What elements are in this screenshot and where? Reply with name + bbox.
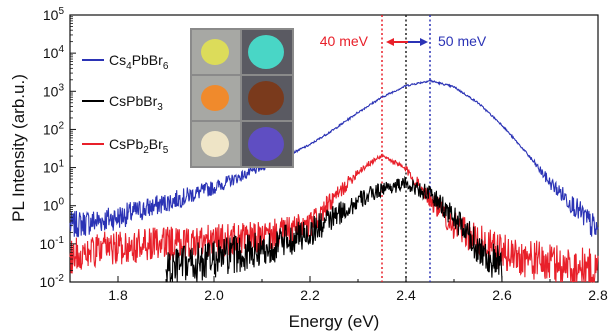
legend-label: CsPb2Br5 (109, 136, 169, 156)
shift-label-right: 50 meV (438, 33, 487, 49)
x-tick-label: 2.8 (588, 287, 608, 303)
shift-arrowhead-left (386, 38, 394, 46)
series-line (69, 79, 599, 238)
y-tick-label: 101 (43, 159, 65, 176)
y-tick-label: 103 (43, 82, 65, 99)
x-tick-label: 2.6 (492, 287, 512, 303)
x-tick-label: 2.0 (204, 287, 224, 303)
series-layer (69, 79, 599, 283)
powder-emission (248, 81, 284, 115)
shift-label-left: 40 meV (320, 33, 369, 49)
series-line (165, 175, 503, 283)
x-tick-label: 2.4 (396, 287, 416, 303)
legend-label: Cs4PbBr6 (109, 52, 169, 72)
x-axis-title: Energy (eV) (289, 312, 380, 331)
powder-sample (201, 85, 229, 111)
y-tick-label: 102 (43, 120, 65, 137)
y-axis-title: PL Intensity (arb.u.) (9, 74, 28, 222)
y-axis: 10-2 10-1 100 101 102 103 104 105 (40, 6, 76, 290)
x-tick-label: 1.8 (108, 287, 128, 303)
y-tick-label: 100 (43, 197, 65, 214)
series-line (69, 153, 599, 283)
x-tick-label: 2.2 (300, 287, 320, 303)
powder-emission (248, 35, 284, 69)
inset-photos (190, 28, 294, 168)
plot-frame (69, 14, 599, 283)
y-tick-label: 10-1 (40, 235, 65, 252)
y-tick-label: 105 (43, 6, 65, 23)
legend: Cs4PbBr6 CsPbBr3 CsPb2Br5 (82, 52, 169, 156)
shift-arrowhead-right (420, 38, 428, 46)
y-tick-label: 10-2 (40, 273, 65, 290)
powder-emission (248, 127, 284, 161)
reference-lines (381, 15, 431, 282)
shift-annotations: 40 meV 50 meV (320, 33, 487, 49)
y-tick-label: 104 (43, 44, 65, 61)
x-axis: 1.8 2.0 2.2 2.4 2.6 2.8 (69, 276, 608, 303)
powder-sample (201, 39, 229, 65)
legend-label: CsPbBr3 (109, 93, 163, 113)
powder-sample (201, 131, 229, 157)
